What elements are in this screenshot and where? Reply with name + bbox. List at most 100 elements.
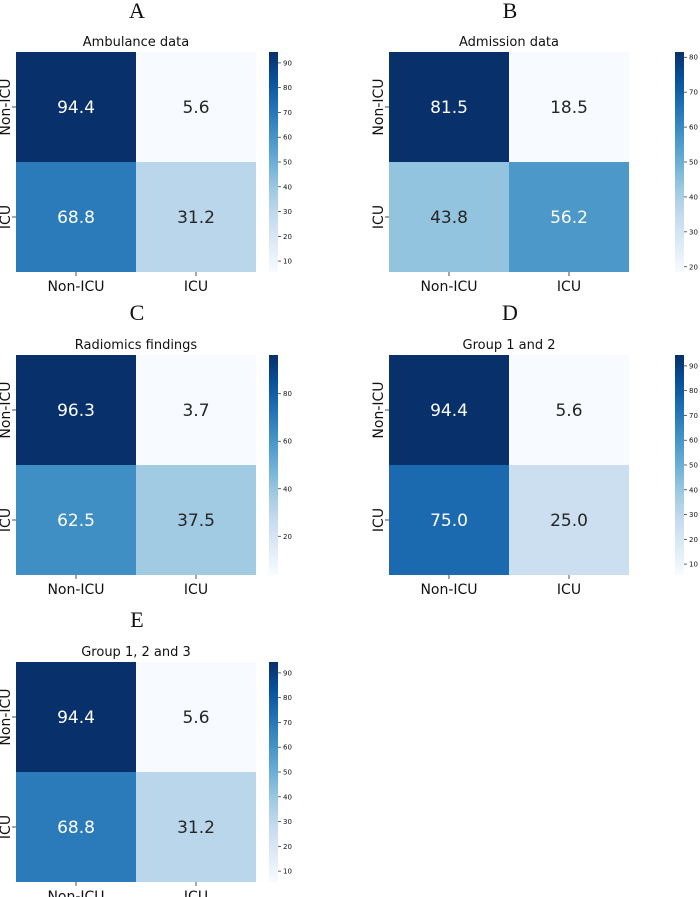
colorbar-tick-label: 80 xyxy=(283,84,292,92)
heatmap-cell xyxy=(509,162,629,272)
x-tick-label: Non-ICU xyxy=(47,279,104,295)
heatmap-cell xyxy=(509,52,629,162)
colorbar-tick-label: 50 xyxy=(689,462,698,470)
y-tick-label: ICU xyxy=(371,508,387,532)
cell-value-label: 96.3 xyxy=(57,401,95,421)
colorbar-tick-label: 70 xyxy=(283,109,292,117)
y-tick-label: ICU xyxy=(0,815,14,839)
colorbar-tick-label: 40 xyxy=(689,486,698,494)
heatmap-cell xyxy=(16,772,136,882)
heatmap-cell xyxy=(389,465,509,575)
heatmap-cell xyxy=(136,162,256,272)
panel-title: Group 1 and 2 xyxy=(463,338,556,353)
colorbar-tick-label: 90 xyxy=(283,59,292,67)
cell-value-label: 56.2 xyxy=(550,208,588,228)
colorbar-tick-label: 40 xyxy=(283,183,292,191)
colorbar xyxy=(675,52,684,272)
heatmap-panel-d: D Group 1 and 2 94.4 5.6 75.0 25.0 Non-ICU ICU N… xyxy=(371,300,698,598)
cell-value-label: 3.7 xyxy=(182,401,209,421)
y-tick-label: Non-ICU xyxy=(0,381,14,438)
colorbar-tick-label: 20 xyxy=(283,533,292,541)
cell-value-label: 68.8 xyxy=(57,208,95,228)
cell-value-label: 94.4 xyxy=(57,98,95,118)
colorbar-tick-label: 20 xyxy=(689,263,698,271)
cell-value-label: 31.2 xyxy=(177,818,215,838)
cell-value-label: 25.0 xyxy=(550,511,588,531)
heatmap-cell xyxy=(509,465,629,575)
cell-value-label: 94.4 xyxy=(57,708,95,728)
heatmap-cell xyxy=(136,465,256,575)
colorbar-tick-label: 30 xyxy=(283,208,292,216)
colorbar-tick-label: 50 xyxy=(283,159,292,167)
cell-value-label: 5.6 xyxy=(182,708,209,728)
cell-value-label: 37.5 xyxy=(177,511,215,531)
colorbar-tick-label: 30 xyxy=(689,228,698,236)
x-tick-label: Non-ICU xyxy=(420,582,477,598)
colorbar-tick-label: 60 xyxy=(689,437,698,445)
colorbar-tick-label: 10 xyxy=(283,258,292,266)
cell-value-label: 75.0 xyxy=(430,511,468,531)
colorbar-tick-label: 30 xyxy=(283,818,292,826)
colorbar-tick-label: 90 xyxy=(283,669,292,677)
panel-title: Radiomics findings xyxy=(75,338,198,353)
panel-letter: C xyxy=(130,300,145,325)
colorbar-tick-label: 70 xyxy=(689,89,698,97)
heatmap-cell xyxy=(16,662,136,772)
colorbar-tick-label: 50 xyxy=(283,769,292,777)
heatmap-panel-c: C Radiomics findings 96.3 3.7 62.5 37.5 Non-IC… xyxy=(0,300,292,598)
colorbar-tick-label: 30 xyxy=(689,511,698,519)
heatmap-cell xyxy=(389,355,509,465)
x-tick-label: Non-ICU xyxy=(47,889,104,897)
heatmap-cell xyxy=(389,52,509,162)
heatmap-cell xyxy=(136,772,256,882)
heatmap-panel-b: B Admission data 81.5 18.5 43.8 56.2 Non-ICU IC… xyxy=(371,0,698,295)
colorbar-tick-label: 80 xyxy=(689,387,698,395)
colorbar-tick-label: 10 xyxy=(689,561,698,569)
colorbar-tick-label: 60 xyxy=(283,744,292,752)
heatmap-cell xyxy=(389,162,509,272)
colorbar xyxy=(675,355,684,575)
heatmap-cell xyxy=(16,355,136,465)
x-tick-label: ICU xyxy=(557,279,581,295)
cell-value-label: 94.4 xyxy=(430,401,468,421)
colorbar-tick-label: 40 xyxy=(283,485,292,493)
colorbar-tick-label: 70 xyxy=(283,719,292,727)
cell-value-label: 5.6 xyxy=(182,98,209,118)
y-tick-label: Non-ICU xyxy=(371,381,387,438)
y-tick-label: ICU xyxy=(0,508,14,532)
cell-value-label: 43.8 xyxy=(430,208,468,228)
cell-value-label: 68.8 xyxy=(57,818,95,838)
colorbar-tick-label: 60 xyxy=(283,438,292,446)
colorbar-tick-label: 80 xyxy=(689,54,698,62)
x-tick-label: ICU xyxy=(184,279,208,295)
heatmap-cell xyxy=(509,355,629,465)
colorbar-tick-label: 80 xyxy=(283,694,292,702)
colorbar-tick-label: 90 xyxy=(689,362,698,370)
cell-value-label: 62.5 xyxy=(57,511,95,531)
y-tick-label: ICU xyxy=(371,205,387,229)
colorbar xyxy=(269,662,278,882)
colorbar xyxy=(269,355,278,575)
colorbar-tick-label: 40 xyxy=(283,793,292,801)
heatmap-cell xyxy=(136,52,256,162)
heatmap-cell xyxy=(136,355,256,465)
colorbar-tick-label: 80 xyxy=(283,390,292,398)
panel-letter: A xyxy=(129,0,145,23)
x-tick-label: ICU xyxy=(557,582,581,598)
heatmap-panel-a: A Ambulance data 94.4 5.6 68.8 31.2 Non-ICU ICU… xyxy=(0,0,292,295)
colorbar xyxy=(269,52,278,272)
colorbar-tick-label: 40 xyxy=(689,193,698,201)
x-tick-label: Non-ICU xyxy=(47,582,104,598)
panel-title: Group 1, 2 and 3 xyxy=(81,645,191,660)
colorbar-tick-label: 50 xyxy=(689,159,698,167)
x-tick-label: Non-ICU xyxy=(420,279,477,295)
panel-letter: D xyxy=(502,300,518,325)
colorbar-tick-label: 20 xyxy=(689,536,698,544)
y-tick-label: ICU xyxy=(0,205,14,229)
panel-letter: B xyxy=(503,0,518,23)
colorbar-tick-label: 70 xyxy=(689,412,698,420)
cell-value-label: 5.6 xyxy=(555,401,582,421)
heatmap-cell xyxy=(136,662,256,772)
colorbar-tick-label: 20 xyxy=(283,843,292,851)
colorbar-tick-label: 20 xyxy=(283,233,292,241)
